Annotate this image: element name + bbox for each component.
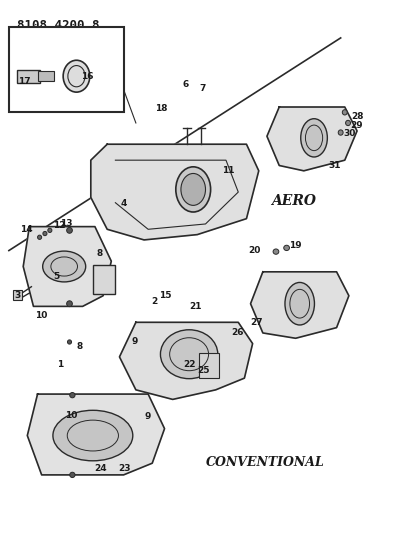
Ellipse shape (43, 251, 85, 282)
Text: 26: 26 (231, 328, 244, 337)
Polygon shape (267, 107, 357, 171)
Text: 9: 9 (145, 412, 151, 421)
Text: 22: 22 (184, 360, 196, 369)
Text: 21: 21 (189, 302, 201, 311)
Ellipse shape (70, 472, 75, 478)
Text: 14: 14 (20, 225, 32, 234)
FancyBboxPatch shape (9, 27, 124, 112)
Text: 23: 23 (118, 464, 131, 473)
Ellipse shape (67, 228, 72, 233)
Polygon shape (91, 144, 259, 240)
Ellipse shape (70, 392, 75, 398)
Text: 28: 28 (351, 112, 363, 121)
Text: 3: 3 (15, 291, 21, 300)
Ellipse shape (284, 245, 289, 251)
Text: 17: 17 (18, 77, 31, 86)
Ellipse shape (37, 235, 42, 239)
Text: CONVENTIONAL: CONVENTIONAL (206, 456, 324, 469)
Text: 31: 31 (328, 161, 341, 170)
Ellipse shape (67, 301, 72, 306)
Ellipse shape (342, 110, 347, 115)
Text: 8: 8 (76, 342, 83, 351)
Ellipse shape (176, 167, 210, 212)
Text: 18: 18 (155, 104, 168, 113)
Ellipse shape (181, 173, 206, 205)
Polygon shape (251, 272, 349, 338)
Text: 12: 12 (53, 221, 65, 230)
Ellipse shape (48, 228, 52, 232)
Text: 25: 25 (197, 366, 210, 375)
Text: 1: 1 (57, 360, 63, 369)
Text: 8: 8 (97, 249, 103, 259)
Text: 5: 5 (53, 272, 59, 280)
FancyBboxPatch shape (93, 265, 115, 294)
Text: 7: 7 (199, 84, 206, 93)
Ellipse shape (338, 130, 343, 135)
Text: 11: 11 (222, 166, 234, 175)
Text: 4: 4 (120, 199, 127, 208)
FancyBboxPatch shape (17, 70, 39, 83)
Ellipse shape (43, 231, 47, 236)
Polygon shape (23, 227, 111, 306)
Text: 29: 29 (351, 121, 363, 130)
Polygon shape (27, 394, 164, 475)
Ellipse shape (53, 410, 133, 461)
Text: 6: 6 (183, 80, 189, 89)
Text: 10: 10 (65, 411, 77, 420)
Ellipse shape (285, 282, 314, 325)
Text: 16: 16 (81, 72, 94, 81)
Text: 19: 19 (289, 241, 302, 250)
Text: 8108 4200 8: 8108 4200 8 (17, 19, 99, 33)
FancyBboxPatch shape (13, 290, 22, 300)
Ellipse shape (160, 330, 218, 378)
Text: 30: 30 (344, 129, 356, 138)
Text: 10: 10 (35, 311, 48, 320)
Ellipse shape (67, 340, 72, 344)
Text: 15: 15 (159, 291, 172, 300)
Ellipse shape (273, 249, 279, 254)
Text: 2: 2 (151, 296, 157, 305)
FancyBboxPatch shape (37, 71, 54, 82)
Text: 9: 9 (132, 337, 138, 346)
Polygon shape (120, 322, 253, 399)
Text: 20: 20 (249, 246, 261, 255)
Text: 24: 24 (95, 464, 107, 473)
Ellipse shape (301, 119, 327, 157)
Ellipse shape (63, 60, 90, 92)
Text: 27: 27 (250, 318, 263, 327)
Text: AERO: AERO (271, 195, 316, 208)
Text: 13: 13 (60, 220, 72, 229)
Ellipse shape (346, 120, 351, 126)
FancyBboxPatch shape (199, 353, 219, 378)
